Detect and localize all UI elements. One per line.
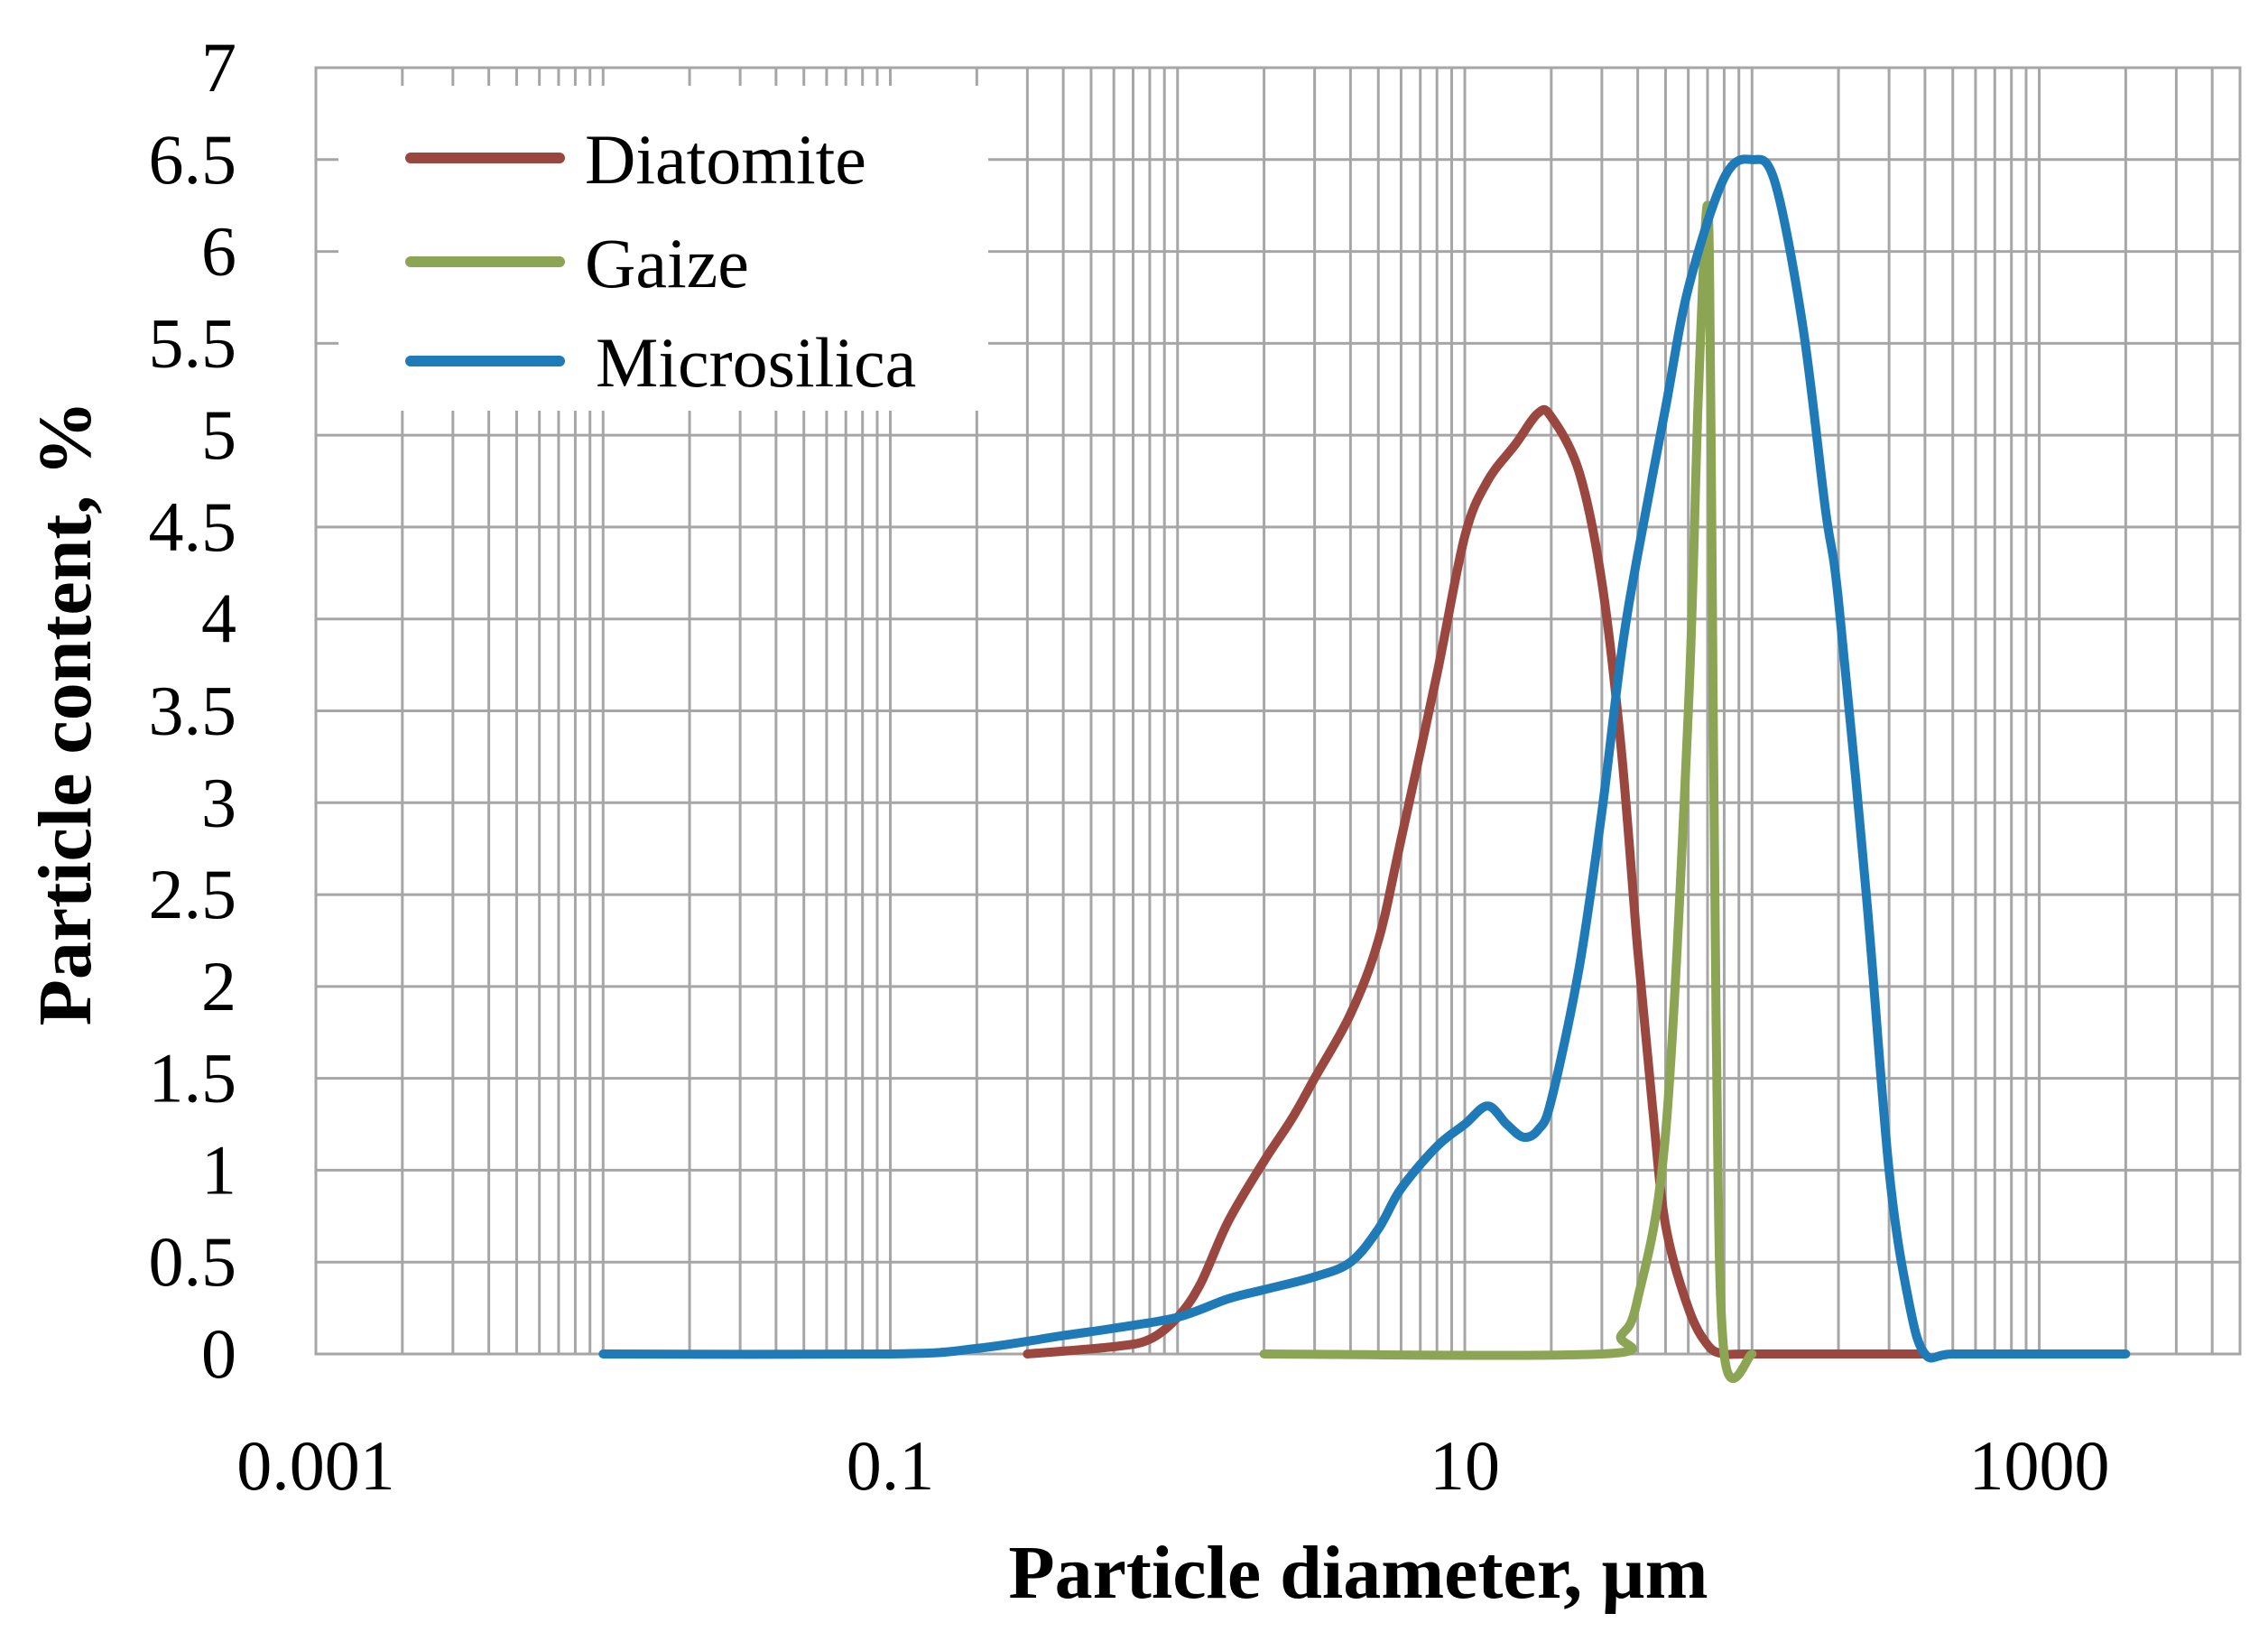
legend-label-gaize: Gaize (585, 224, 749, 302)
y-tick-label: 0.5 (149, 1222, 237, 1301)
legend: Diatomite Gaize Microsilica (338, 86, 988, 411)
y-tick-label: 2 (201, 947, 236, 1025)
series-line-gaize (1259, 200, 1757, 1384)
y-tick-label: 6.5 (149, 120, 237, 199)
series-line-microsilica (598, 154, 2131, 1363)
x-tick-label: 10 (1430, 1426, 1500, 1505)
y-tick-label: 3 (201, 763, 236, 841)
y-tick-label: 2.5 (149, 855, 237, 933)
y-tick-label: 4 (201, 580, 236, 658)
legend-label-microsilica: Microsilica (596, 323, 916, 402)
x-axis-title: Particle diameter, µm (1008, 1531, 1708, 1615)
legend-label-diatomite: Diatomite (585, 120, 866, 199)
data-series (598, 154, 2131, 1384)
y-tick-label: 6 (201, 212, 236, 291)
y-tick-label: 7 (201, 28, 236, 107)
tick-labels: 0 0.5 1 1.5 2 2.5 3 3.5 4 4.5 5 5.5 6 6.5 7 0.001 0.1 10 1… (149, 28, 2110, 1505)
x-tick-label: 1000 (1969, 1426, 2110, 1505)
y-axis-title: Particle content, % (23, 401, 107, 1026)
y-tick-label: 5 (201, 395, 236, 474)
y-tick-label: 3.5 (149, 672, 237, 750)
x-tick-label: 0.1 (847, 1426, 935, 1505)
series-line-diatomite (1023, 404, 1930, 1359)
y-tick-label: 0 (201, 1314, 236, 1393)
y-tick-label: 4.5 (149, 487, 237, 566)
y-tick-label: 1.5 (149, 1039, 237, 1117)
y-tick-label: 5.5 (149, 303, 237, 382)
x-tick-label: 0.001 (236, 1426, 395, 1505)
y-tick-label: 1 (201, 1130, 236, 1209)
